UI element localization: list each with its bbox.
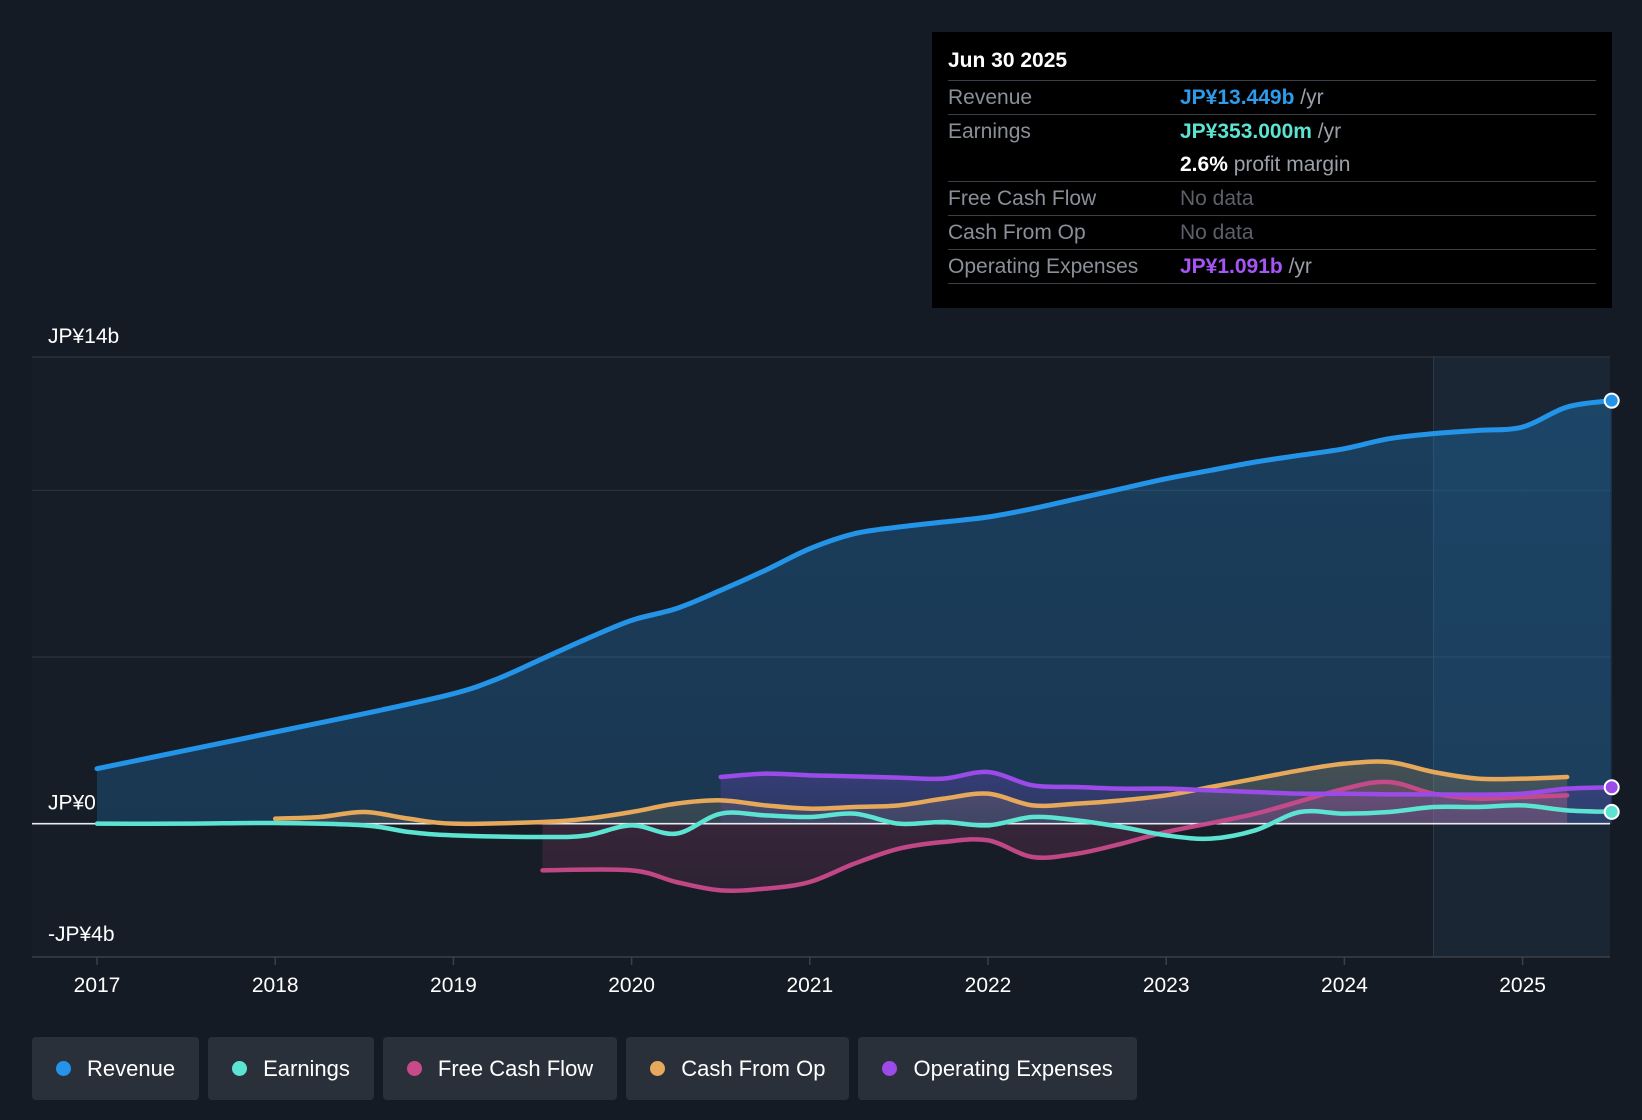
legend-item-revenue[interactable]: Revenue xyxy=(32,1037,200,1100)
tooltip-row-name: Cash From Op xyxy=(948,220,1086,244)
legend-label: Earnings xyxy=(263,1055,350,1081)
x-tick-label: 2018 xyxy=(252,974,299,997)
x-tick-label: 2023 xyxy=(1143,974,1190,997)
legend-label: Cash From Op xyxy=(681,1055,826,1081)
revenue-area xyxy=(97,400,1612,824)
tooltip-row-fcf: Free Cash Flow No data xyxy=(948,181,1596,215)
tooltip: Jun 30 2025 Revenue JP¥13.449b /yr Earni… xyxy=(932,32,1612,308)
x-tick-label: 2025 xyxy=(1499,974,1546,997)
legend-item-operating-expenses[interactable]: Operating Expenses xyxy=(858,1037,1137,1100)
tooltip-margin-value: 2.6% xyxy=(1180,152,1228,176)
legend-label: Free Cash Flow xyxy=(437,1055,594,1081)
tooltip-row-revenue: Revenue JP¥13.449b /yr xyxy=(948,80,1596,114)
tooltip-row-name: Free Cash Flow xyxy=(948,186,1097,210)
tooltip-row-earnings: Earnings JP¥353.000m /yr xyxy=(948,114,1596,148)
tooltip-opex-value: JP¥1.091b xyxy=(1180,254,1283,278)
revenue-end-marker xyxy=(1603,392,1620,409)
legend-item-free-cash-flow[interactable]: Free Cash Flow xyxy=(382,1037,618,1100)
x-tick-label: 2021 xyxy=(786,974,833,997)
cash-from-op-line xyxy=(272,759,1570,827)
tooltip-fcf-value: No data xyxy=(1180,186,1254,210)
y-tick-label: JP¥0 xyxy=(48,792,96,815)
tooltip-row-cfo: Cash From Op No data xyxy=(948,215,1596,249)
tooltip-revenue-value: JP¥13.449b xyxy=(1180,85,1295,109)
operating-expenses-dot-icon xyxy=(882,1061,898,1076)
tooltip-row-margin: 2.6% profit margin xyxy=(948,148,1596,181)
legend: Revenue Earnings Free Cash Flow Cash Fro… xyxy=(32,1037,1137,1100)
x-tick-label: 2019 xyxy=(430,974,477,997)
cash-from-op-dot-icon xyxy=(650,1061,666,1076)
tooltip-unit: profit margin xyxy=(1227,152,1351,176)
revenue-line xyxy=(94,398,1615,772)
free-cash-flow-dot-icon xyxy=(406,1061,422,1076)
earnings-line xyxy=(94,802,1614,842)
earnings-end-marker xyxy=(1603,803,1620,820)
legend-label: Revenue xyxy=(87,1055,176,1081)
free-cash-flow-line xyxy=(540,779,1570,893)
tooltip-row-name: Revenue xyxy=(948,85,1033,109)
tooltip-date: Jun 30 2025 xyxy=(948,49,1068,72)
tooltip-unit: /yr xyxy=(1311,119,1342,143)
y-tick-label: JP¥14b xyxy=(48,325,119,348)
tooltip-cfo-value: No data xyxy=(1180,220,1254,244)
revenue-dot-icon xyxy=(56,1061,71,1076)
legend-item-earnings[interactable]: Earnings xyxy=(208,1037,374,1100)
x-tick-label: 2020 xyxy=(608,974,655,997)
tooltip-unit: /yr xyxy=(1294,85,1324,109)
x-tick-label: 2024 xyxy=(1321,974,1368,997)
earnings-dot-icon xyxy=(232,1061,248,1076)
operating-expenses-line xyxy=(718,769,1614,797)
tooltip-unit: /yr xyxy=(1282,254,1312,278)
legend-label: Operating Expenses xyxy=(913,1055,1113,1081)
tooltip-row-name: Operating Expenses xyxy=(948,254,1139,278)
y-tick-label: -JP¥4b xyxy=(48,923,115,946)
x-tick-label: 2022 xyxy=(965,974,1012,997)
tooltip-row-opex: Operating Expenses JP¥1.091b /yr xyxy=(948,249,1596,284)
tooltip-row-name: Earnings xyxy=(948,119,1031,143)
legend-item-cash-from-op[interactable]: Cash From Op xyxy=(626,1037,850,1100)
operating-expenses-end-marker xyxy=(1603,779,1620,796)
x-tick-label: 2017 xyxy=(74,974,121,997)
tooltip-earnings-value: JP¥353.000m xyxy=(1180,119,1312,143)
